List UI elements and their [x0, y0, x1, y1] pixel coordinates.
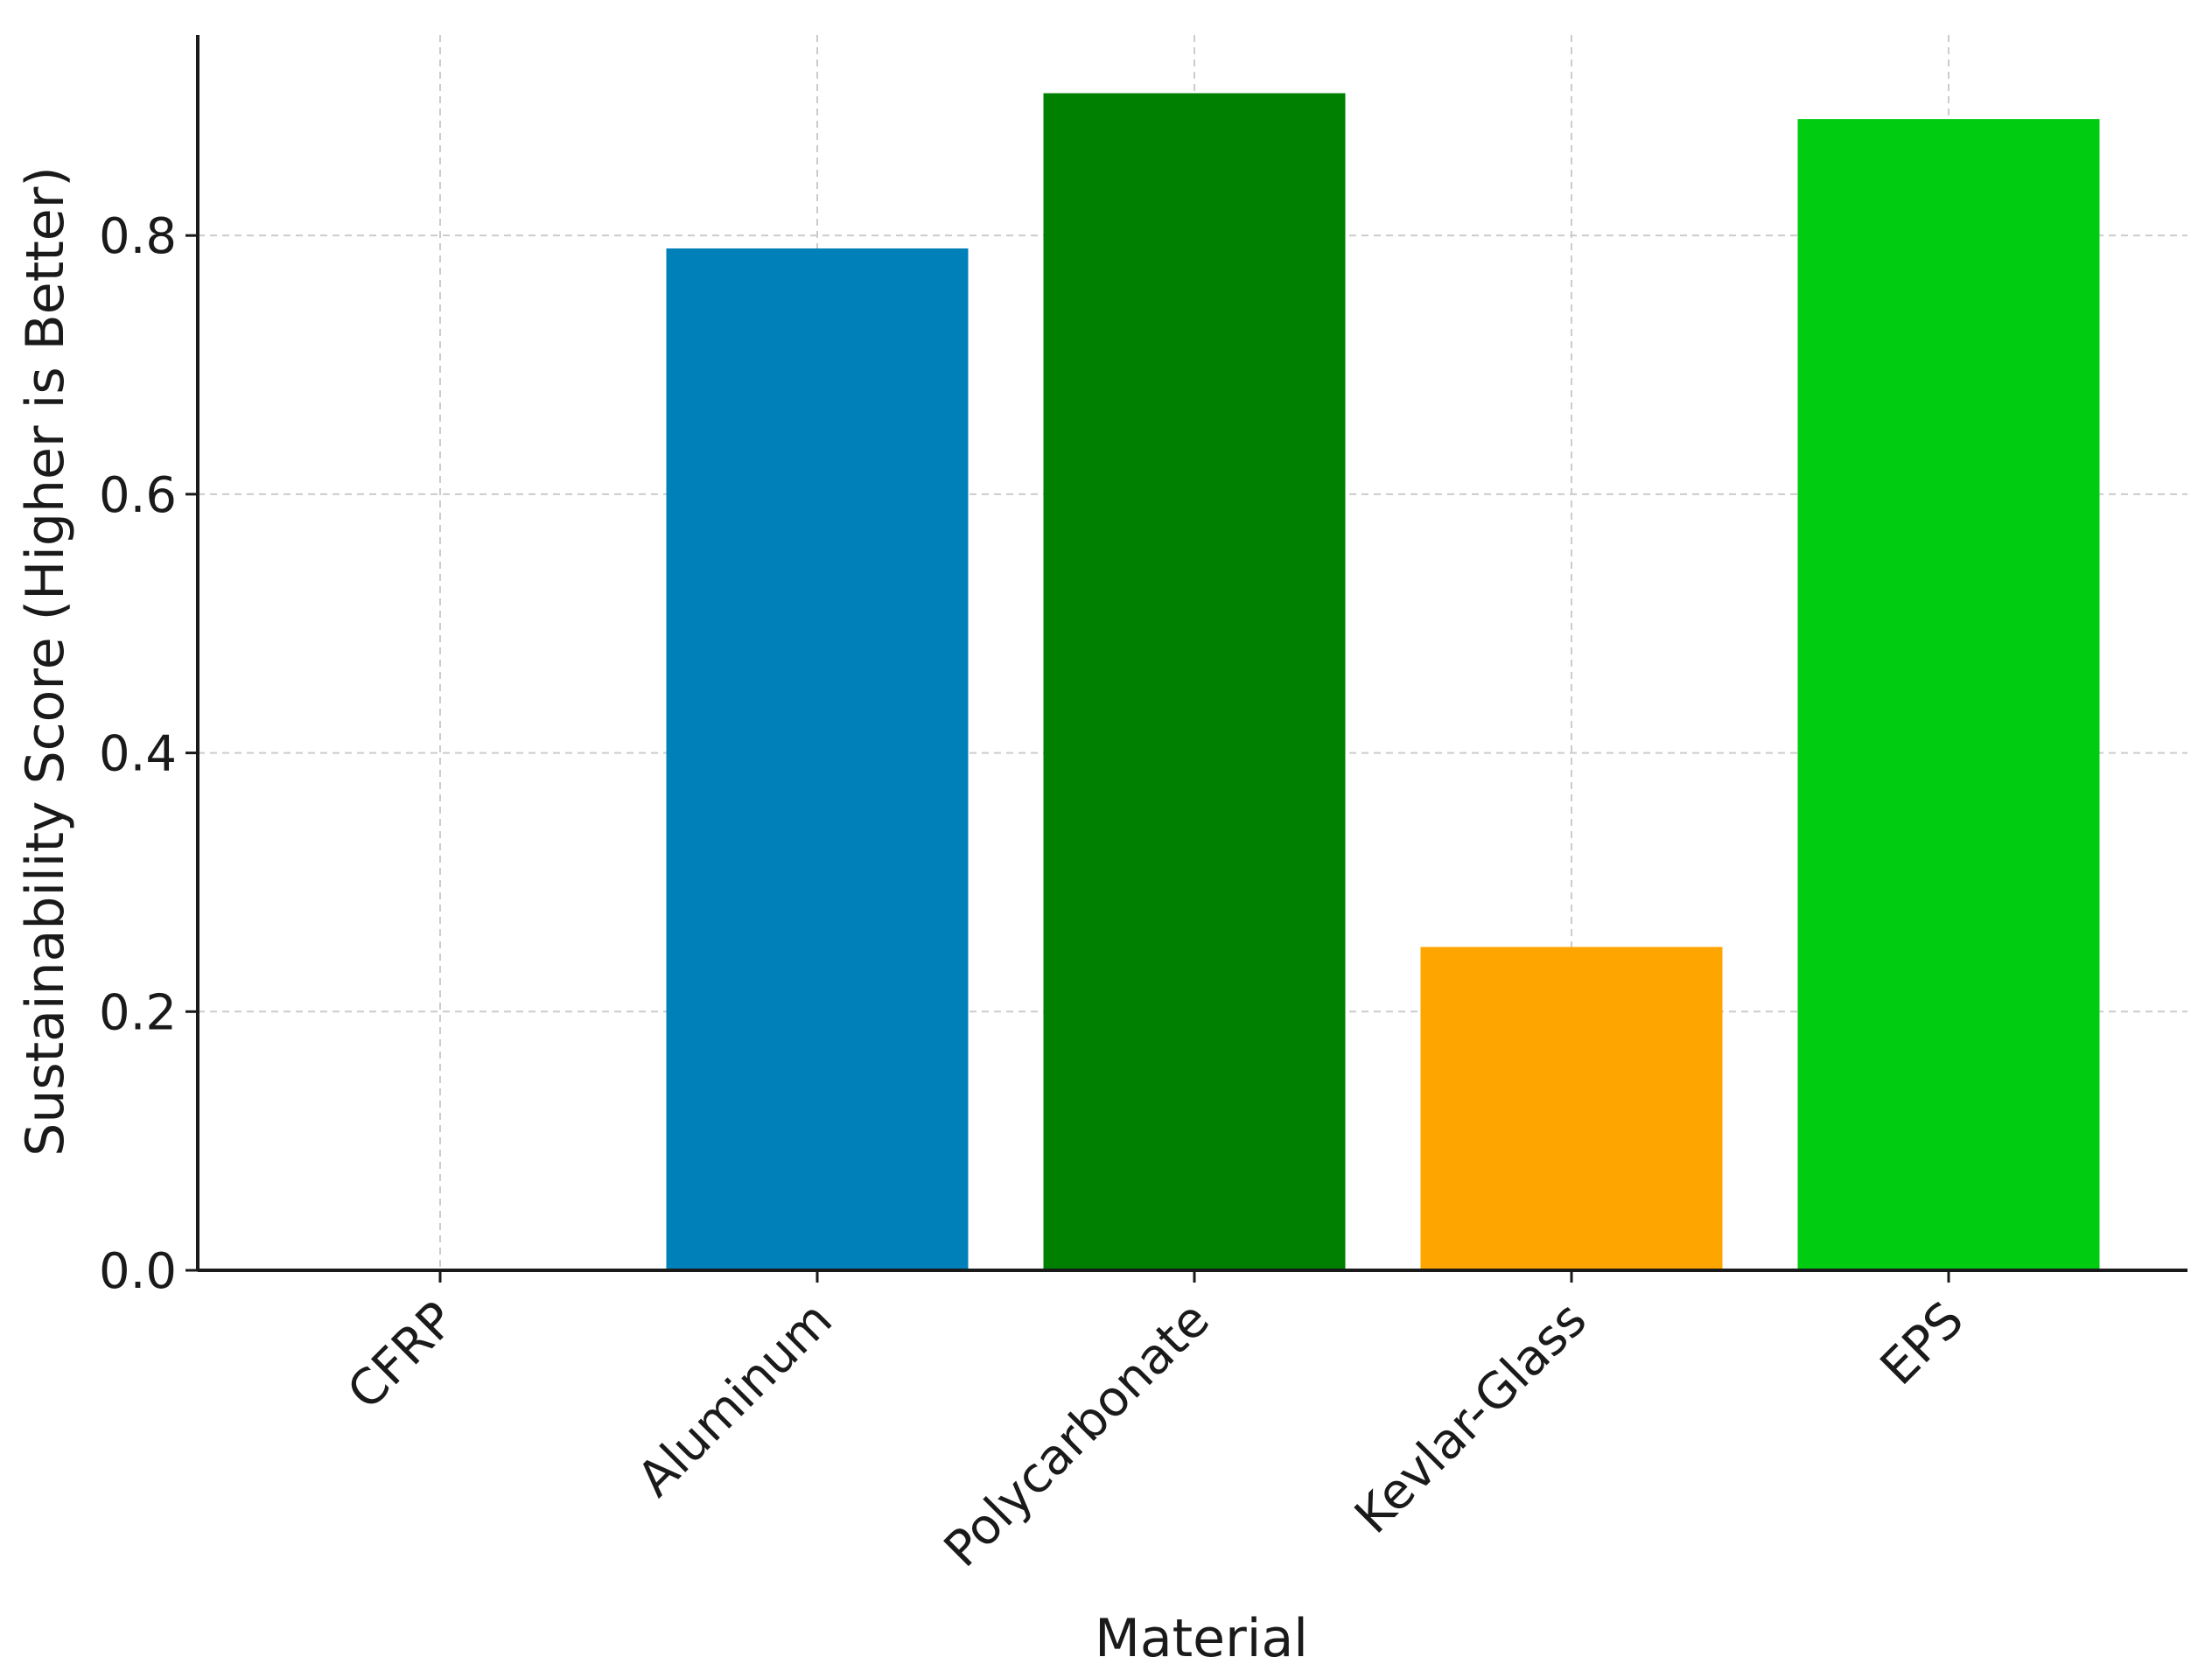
tick-layer: 0.0 0.2 0.4 0.6 0.8 CFRP Aluminum Polycarbonate…	[99, 208, 1975, 1578]
y-tick-label: 0.4	[99, 726, 177, 783]
bar-aluminum	[666, 248, 969, 1270]
bar-kevlar-glass	[1420, 947, 1723, 1270]
x-tick-label: Aluminum	[626, 1291, 843, 1507]
y-tick-label: 0.0	[99, 1243, 177, 1300]
y-tick-label: 0.6	[99, 467, 177, 524]
bar-eps	[1797, 119, 2100, 1270]
x-tick-label: CFRP	[337, 1291, 466, 1421]
y-tick-label: 0.8	[99, 208, 177, 265]
bar-polycarbonate	[1043, 93, 1346, 1270]
x-tick-label: Polycarbonate	[934, 1291, 1221, 1578]
x-tick-label: EPS	[1870, 1291, 1975, 1396]
x-axis-title: Material	[1095, 1608, 1308, 1669]
y-axis-title: Sustainability Score (Higher is Better)	[15, 166, 76, 1157]
x-tick-label: Kevlar-Glass	[1344, 1291, 1598, 1545]
bar-layer	[666, 93, 2100, 1270]
y-tick-label: 0.2	[99, 984, 177, 1041]
axis-layer	[196, 35, 2188, 1272]
